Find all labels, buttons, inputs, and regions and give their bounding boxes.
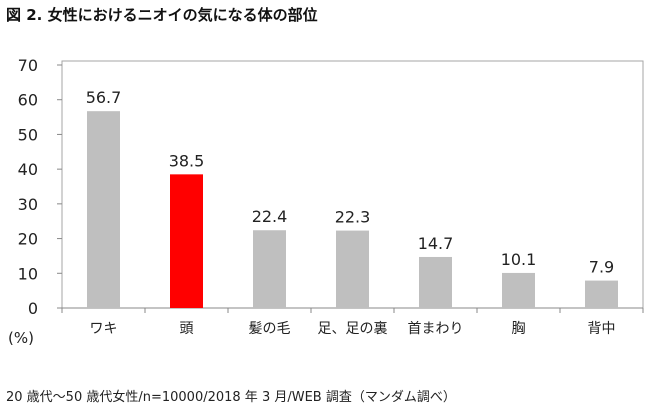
bar-0	[87, 111, 120, 308]
data-label: 22.3	[335, 208, 371, 227]
bars	[87, 111, 618, 308]
data-label: 14.7	[418, 234, 454, 253]
data-label: 38.5	[169, 151, 205, 170]
footnote: 20 歳代～50 歳代女性/n=10000/2018 年 3 月/WEB 調査（…	[6, 390, 456, 405]
y-tick-label: 40	[18, 160, 38, 179]
bar-1	[170, 174, 203, 308]
bar-2	[253, 230, 286, 308]
y-tick-label: 30	[18, 195, 38, 214]
bar-4	[419, 256, 452, 308]
x-tick-label: 頭	[180, 321, 194, 337]
x-tick-label: 髪の毛	[249, 321, 291, 337]
y-tick-label: 60	[18, 91, 38, 110]
x-tick-label: 胸	[512, 321, 526, 337]
x-tick-label: 首まわり	[408, 321, 464, 337]
bar-3	[336, 230, 369, 308]
y-axis-label: (%)	[8, 329, 34, 347]
y-tick-label: 10	[18, 264, 38, 283]
y-tick-label: 50	[18, 125, 38, 144]
x-tick-label: 足、足の裏	[318, 320, 388, 337]
data-label: 22.4	[252, 207, 288, 226]
data-label: 7.9	[589, 258, 614, 277]
y-tick-label: 0	[28, 299, 38, 318]
y-tick-label: 70	[18, 56, 38, 75]
data-label: 56.7	[86, 88, 122, 107]
x-tick-label: ワキ	[90, 321, 118, 337]
bar-6	[585, 280, 618, 308]
y-tick-label: 20	[18, 230, 38, 249]
bar-5	[502, 272, 535, 308]
chart-title: 図 2. 女性におけるニオイの気になる体の部位	[6, 6, 318, 24]
x-tick-label: 背中	[588, 321, 616, 337]
labels: 0 10 20 30 40 50 60 70 56.7 ワキ 38.5 頭 22.4 髪の毛 22.3 足、足…	[18, 56, 616, 337]
data-label: 10.1	[501, 250, 537, 269]
